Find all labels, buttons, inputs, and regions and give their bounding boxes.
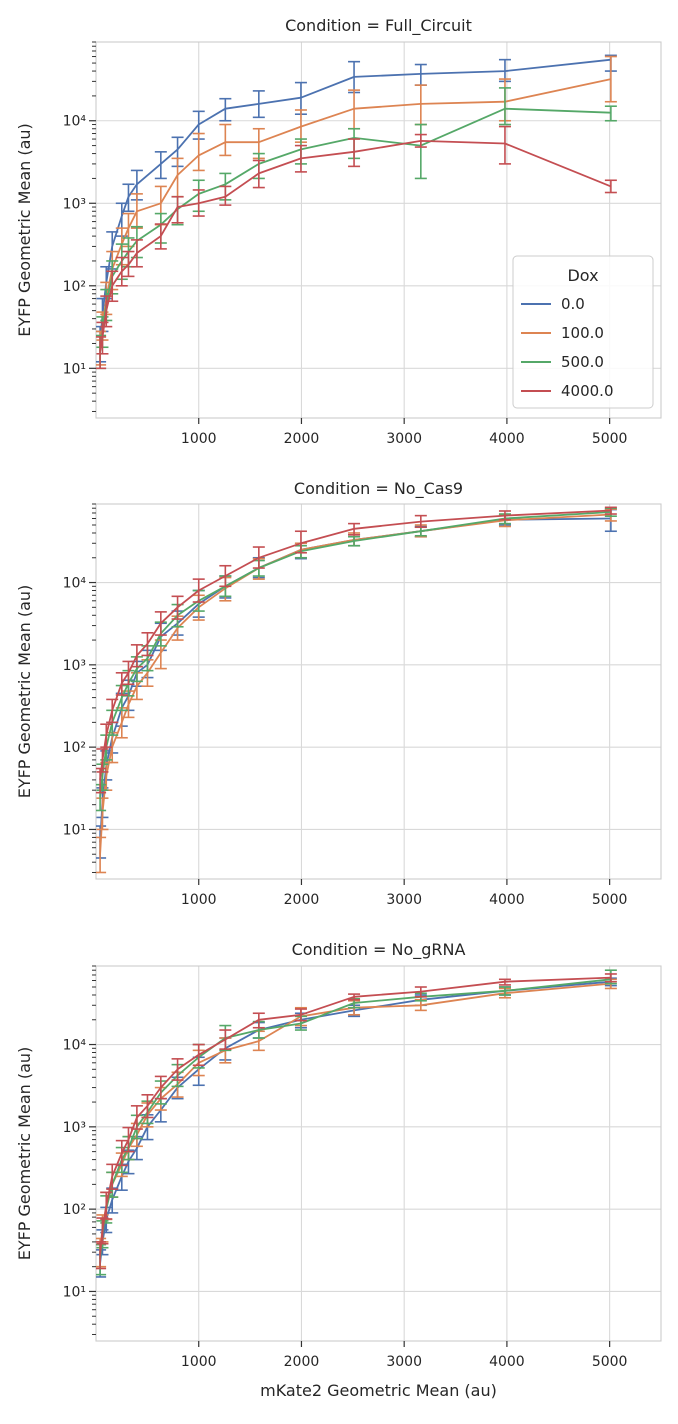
y-tick-label: 10⁴ (63, 114, 87, 130)
x-tick-label: 4000 (489, 1354, 525, 1370)
legend-entry: 4000.0 (521, 382, 614, 400)
y-tick-label: 10¹ (63, 1284, 86, 1300)
legend-label: 0.0 (561, 295, 585, 313)
x-tick-label: 5000 (592, 892, 628, 908)
x-tick-label: 2000 (284, 892, 320, 908)
x-tick-label: 4000 (489, 431, 525, 447)
y-tick-label: 10³ (63, 196, 86, 212)
series-line (99, 139, 612, 352)
y-tick-label: 10² (63, 279, 86, 295)
plot-frame (95, 965, 662, 1342)
legend-title: Dox (567, 266, 598, 285)
panel-1: 10¹ 10² 10³ 10⁴ 1000 2000 3000 4000 5000 Conditio… (15, 16, 662, 447)
series-4000.0 (96, 125, 617, 370)
plot-area (96, 506, 617, 874)
legend-label: 500.0 (561, 353, 604, 371)
series-line (99, 513, 611, 855)
error-bar (171, 195, 184, 224)
error-bar (294, 530, 307, 554)
error-bar (192, 132, 205, 172)
x-tick-label: 3000 (386, 431, 422, 447)
error-bar (498, 87, 511, 126)
plot-area (96, 969, 617, 1278)
error-bar (219, 123, 232, 157)
y-tick-label: 10³ (63, 658, 86, 674)
y-tick-label: 10⁴ (63, 576, 87, 592)
x-tick-label: 5000 (592, 1354, 628, 1370)
panel-3: 10¹ 10² 10³ 10⁴ 1000 2000 3000 4000 5000 Conditio… (15, 940, 662, 1400)
panel-title: Condition = No_Cas9 (294, 479, 463, 499)
legend-entry: 500.0 (521, 353, 604, 371)
y-tick-label: 10¹ (63, 822, 86, 838)
x-tick-label: 1000 (181, 1354, 217, 1370)
y-axis-title: EYFP Geometric Mean (au) (15, 1047, 34, 1261)
series-line (99, 980, 611, 1264)
plot-frame (95, 41, 662, 419)
panel-title: Condition = No_gRNA (292, 940, 466, 960)
series-line (99, 58, 611, 344)
legend-entry: 0.0 (521, 295, 585, 313)
y-axis-title: EYFP Geometric Mean (au) (15, 585, 34, 799)
x-tick-label: 3000 (386, 1354, 422, 1370)
series-4000.0 (96, 973, 617, 1270)
x-tick-label: 2000 (284, 431, 320, 447)
y-tick-label: 10¹ (63, 361, 86, 377)
y-tick-label: 10² (63, 740, 86, 756)
panel-title: Condition = Full_Circuit (285, 16, 472, 36)
error-bar (96, 336, 107, 370)
legend-label: 100.0 (561, 324, 604, 342)
legend-box (512, 255, 654, 409)
series-line (99, 509, 611, 781)
legend-label: 4000.0 (561, 382, 614, 400)
x-axis-title: mKate2 Geometric Mean (au) (260, 1381, 497, 1400)
panel-2: 10¹ 10² 10³ 10⁴ 1000 2000 3000 4000 5000 Conditio… (15, 479, 662, 908)
legend-entry: 100.0 (521, 324, 604, 342)
plot-area (96, 54, 617, 370)
series-line (99, 976, 611, 1255)
x-tick-label: 1000 (181, 431, 217, 447)
series-line (99, 78, 612, 348)
y-tick-label: 10⁴ (63, 1038, 87, 1054)
x-tick-label: 1000 (181, 892, 217, 908)
error-bar (154, 151, 167, 180)
x-tick-label: 2000 (284, 1354, 320, 1370)
series-4000.0 (96, 506, 617, 794)
error-bar (498, 125, 511, 165)
x-tick-label: 3000 (386, 892, 422, 908)
series-line (99, 511, 611, 797)
legend: Dox 0.0 100.0 500.0 4000.0 (512, 255, 654, 409)
y-tick-label: 10³ (63, 1120, 86, 1136)
plot-frame (95, 503, 662, 880)
y-axis-title: EYFP Geometric Mean (au) (15, 123, 34, 337)
x-tick-label: 4000 (489, 892, 525, 908)
x-tick-label: 5000 (592, 431, 628, 447)
y-tick-label: 10² (63, 1202, 86, 1218)
error-bar (414, 123, 427, 180)
